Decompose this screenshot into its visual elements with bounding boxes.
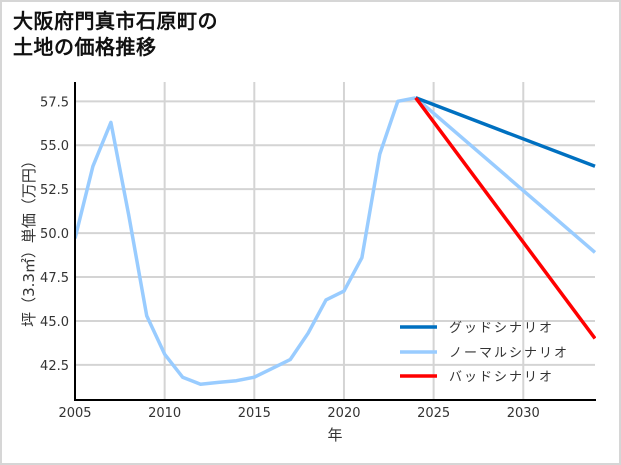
y-tick-label: 45.0 — [40, 315, 69, 330]
legend-label: グッドシナリオ — [449, 321, 554, 336]
y-tick-label: 47.5 — [40, 271, 69, 286]
y-axis-label: 坪（3.3㎡）単価（万円） — [20, 153, 38, 327]
series-line-bad — [414, 96, 596, 340]
x-axis-label: 年 — [327, 426, 342, 444]
y-tick-label: 50.0 — [40, 227, 69, 242]
x-tick-label: 2010 — [148, 406, 181, 421]
tick-labels: 2005 2010 2015 2020 2025 2030 42.5 45.0 47.5 50.0… — [40, 95, 540, 421]
gridlines — [75, 82, 595, 400]
x-tick-label: 2025 — [417, 406, 450, 421]
series-line-historical — [75, 96, 417, 386]
y-tick-label: 42.5 — [40, 359, 69, 374]
y-tick-label: 55.0 — [40, 139, 69, 154]
y-tick-label: 52.5 — [40, 183, 69, 198]
y-tick-label: 57.5 — [40, 95, 69, 110]
x-tick-label: 2020 — [327, 406, 360, 421]
series-line-normal — [414, 96, 596, 254]
axes — [74, 82, 596, 401]
legend-label: バッドシナリオ — [449, 370, 554, 385]
x-tick-label: 2005 — [58, 406, 91, 421]
chart-title-line-1: 大阪府門真市石原町の — [13, 9, 218, 33]
x-tick-label: 2015 — [238, 406, 271, 421]
legend-label: ノーマルシナリオ — [449, 346, 569, 361]
series-line-good — [415, 96, 596, 168]
chart-title-line-2: 土地の価格推移 — [13, 35, 157, 59]
data-series — [75, 96, 596, 386]
chart-title: 大阪府門真市石原町の 土地の価格推移 — [13, 8, 218, 60]
x-tick-label: 2030 — [507, 406, 540, 421]
